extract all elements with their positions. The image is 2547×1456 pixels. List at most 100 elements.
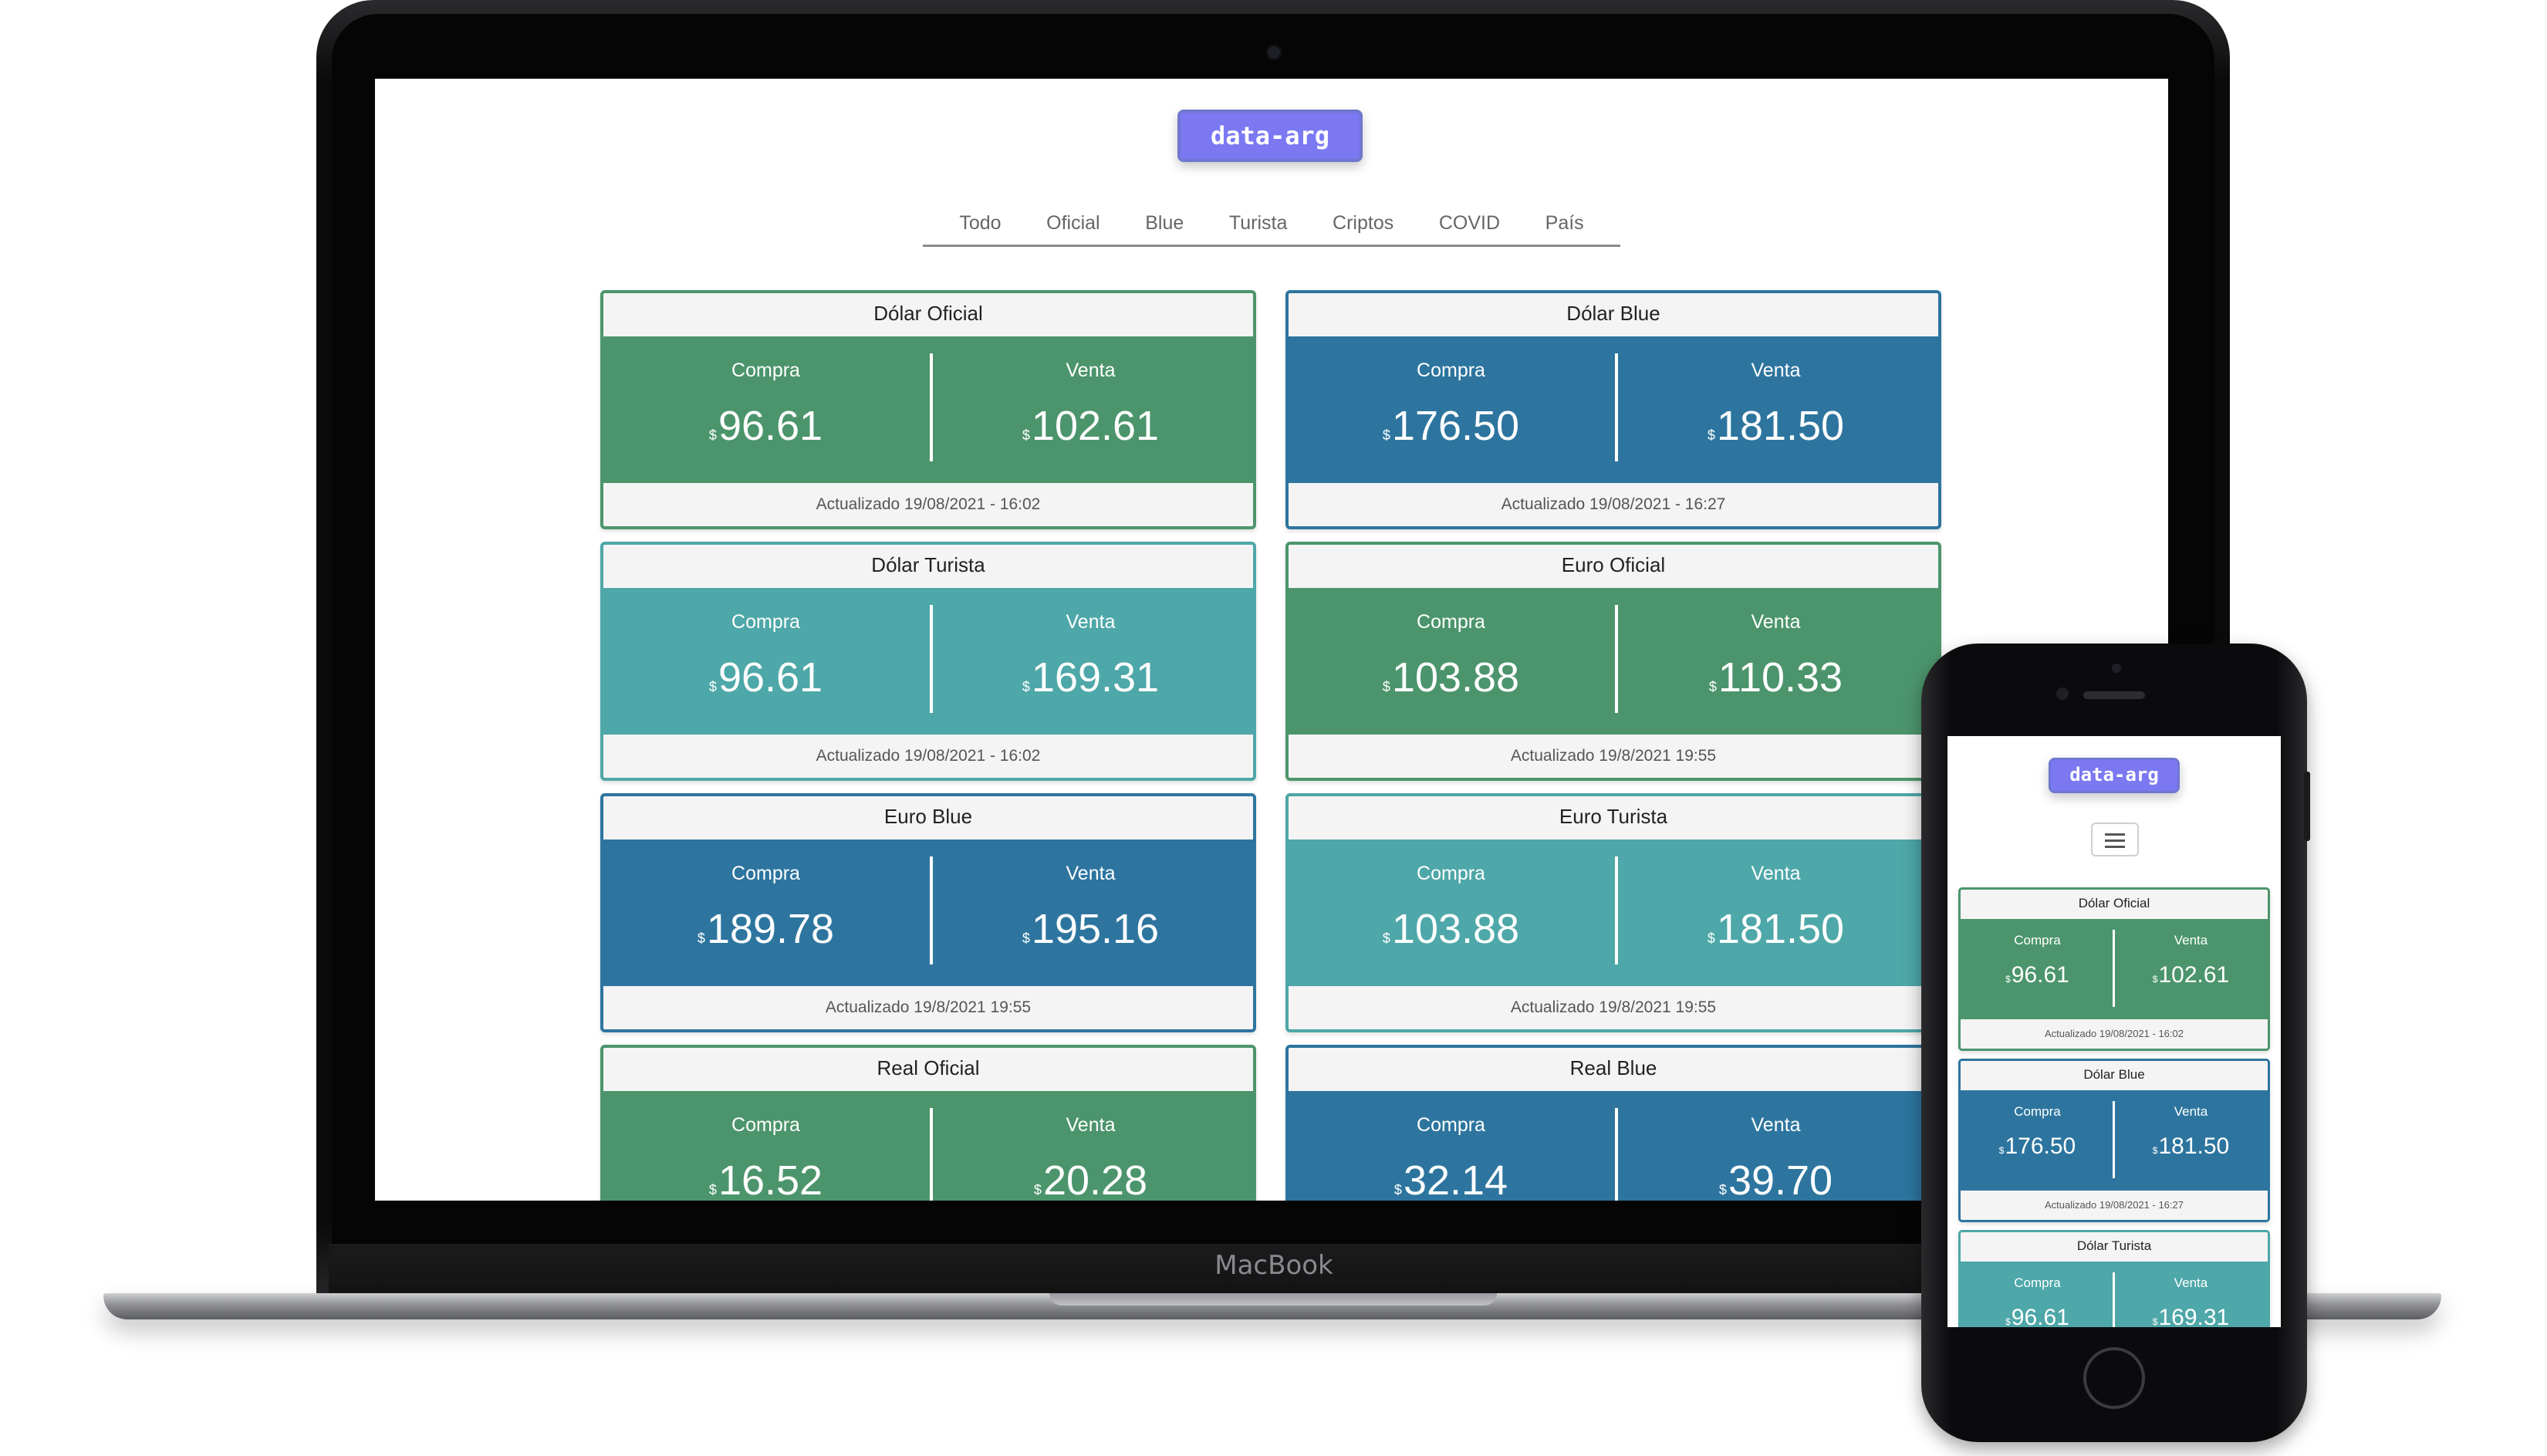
currency-symbol: $ (697, 931, 705, 946)
laptop-brand-label: MacBook (1214, 1250, 1333, 1281)
card-updated: Actualizado 19/08/2021 - 16:02 (816, 747, 1041, 765)
nav-item-covid[interactable]: COVID (1438, 212, 1501, 234)
phone-sensor (2112, 664, 2121, 673)
column-divider (1615, 1108, 1618, 1201)
sell-price: $102.61 (928, 402, 1253, 450)
column-divider (1615, 353, 1618, 461)
currency-symbol: $ (1022, 679, 1030, 694)
card-title: Dólar Oficial (2078, 896, 2150, 910)
phone-speaker (2083, 691, 2145, 699)
card-body: Compra $96.61 Venta $102.61 (603, 336, 1253, 483)
sell-column: Venta $181.50 (1613, 336, 1938, 483)
nav-item-pais[interactable]: País (1545, 212, 1584, 234)
buy-label: Compra (1417, 360, 1485, 381)
nav-item-blue[interactable]: Blue (1145, 212, 1184, 234)
sell-column: Venta $39.70 (1613, 1091, 1938, 1201)
sell-value: 20.28 (1042, 1157, 1148, 1201)
buy-value: 96.61 (2011, 962, 2069, 988)
buy-price: $16.52 (603, 1157, 928, 1201)
buy-label: Compra (2014, 1275, 2061, 1290)
buy-label: Compra (731, 863, 800, 884)
buy-label: Compra (1417, 611, 1485, 633)
column-divider (930, 353, 933, 461)
currency-symbol: $ (1382, 931, 1390, 946)
card-body: Compra $189.78 Venta $195.16 (603, 839, 1253, 986)
card-title: Dólar Blue (2083, 1067, 2145, 1082)
currency-symbol: $ (1707, 427, 1715, 443)
buy-column: Compra $96.61 (603, 336, 928, 483)
buy-column: Compra $96.61 (603, 588, 928, 735)
card-title: Dólar Blue (1566, 302, 1660, 325)
sell-price: $20.28 (928, 1157, 1253, 1201)
sell-price: $181.50 (1613, 905, 1938, 953)
phone-camera-icon (2056, 687, 2069, 700)
rate-card-dolar-oficial-mobile: Dólar Oficial Compra $96.61 Venta $102.6… (1958, 887, 2270, 1051)
nav-item-turista[interactable]: Turista (1228, 212, 1288, 234)
currency-symbol: $ (1998, 1145, 2005, 1156)
sell-value: 110.33 (1718, 654, 1843, 701)
nav-item-criptos[interactable]: Criptos (1333, 212, 1394, 234)
home-button[interactable] (2083, 1347, 2145, 1409)
rate-card-dolar-oficial: Dólar Oficial Compra $96.61 Venta $102.6… (600, 290, 1256, 529)
card-body: Compra $176.50 Venta $181.50 (1961, 1090, 2268, 1191)
buy-label: Compra (1417, 1114, 1485, 1136)
buy-column: Compra $96.61 (1961, 1262, 2114, 1327)
sell-label: Venta (2174, 1275, 2208, 1290)
card-updated: Actualizado 19/8/2021 19:55 (825, 998, 1032, 1016)
site-logo[interactable]: data-arg (1177, 110, 1363, 162)
buy-value: 189.78 (706, 906, 835, 952)
sell-value: 169.31 (2158, 1305, 2230, 1327)
buy-value: 16.52 (718, 1157, 823, 1201)
currency-symbol: $ (708, 1182, 717, 1198)
buy-price: $176.50 (1289, 402, 1613, 450)
currency-symbol: $ (708, 427, 717, 443)
column-divider (1615, 856, 1618, 964)
buy-price: $96.61 (1961, 962, 2114, 988)
card-body: Compra $96.61 Venta $169.31 (603, 588, 1253, 735)
currency-symbol: $ (1707, 931, 1715, 946)
column-divider (2113, 1272, 2115, 1327)
sell-label: Venta (1066, 1114, 1116, 1136)
buy-price: $96.61 (603, 654, 928, 701)
sell-value: 181.50 (2158, 1133, 2230, 1159)
buy-column: Compra $189.78 (603, 839, 928, 986)
card-title: Dólar Turista (871, 553, 985, 576)
rate-card-euro-blue: Euro Blue Compra $189.78 Venta $195.16 A… (600, 793, 1256, 1032)
sell-value: 39.70 (1728, 1157, 1833, 1201)
sell-column: Venta $181.50 (2114, 1090, 2268, 1191)
sell-price: $181.50 (1613, 402, 1938, 450)
buy-column: Compra $176.50 (1289, 336, 1613, 483)
currency-symbol: $ (1382, 679, 1390, 694)
buy-value: 103.88 (1391, 654, 1520, 701)
hamburger-menu-icon[interactable] (2091, 823, 2139, 856)
buy-column: Compra $96.61 (1961, 919, 2114, 1019)
buy-label: Compra (2014, 933, 2061, 948)
column-divider (1615, 605, 1618, 713)
sell-column: Venta $20.28 (928, 1091, 1253, 1201)
sell-label: Venta (2174, 1104, 2208, 1119)
sell-price: $169.31 (928, 654, 1253, 701)
nav-item-todo[interactable]: Todo (959, 212, 1002, 234)
rate-card-dolar-blue: Dólar Blue Compra $176.50 Venta $181.50 … (1285, 290, 1941, 529)
rate-card-euro-turista: Euro Turista Compra $103.88 Venta $181.5… (1285, 793, 1941, 1032)
column-divider (930, 1108, 933, 1201)
nav-item-oficial[interactable]: Oficial (1046, 212, 1100, 234)
card-body: Compra $96.61 Venta $169.31 (1961, 1262, 2268, 1327)
sell-column: Venta $110.33 (1613, 588, 1938, 735)
currency-symbol: $ (1022, 931, 1030, 946)
sell-label: Venta (1751, 863, 1801, 884)
sell-price: $181.50 (2114, 1133, 2268, 1160)
sell-column: Venta $181.50 (1613, 839, 1938, 986)
buy-price: $176.50 (1961, 1133, 2114, 1160)
rate-card-dolar-turista-mobile: Dólar Turista Compra $96.61 Venta $169.3… (1958, 1230, 2270, 1327)
sell-value: 169.31 (1031, 654, 1160, 701)
column-divider (2113, 1101, 2115, 1178)
buy-price: $189.78 (603, 905, 928, 953)
sell-value: 102.61 (2158, 962, 2230, 988)
buy-value: 96.61 (2011, 1305, 2069, 1327)
rate-card-dolar-turista: Dólar Turista Compra $96.61 Venta $169.3… (600, 542, 1256, 781)
buy-label: Compra (1417, 863, 1485, 884)
sell-label: Venta (1751, 611, 1801, 633)
site-logo-mobile[interactable]: data-arg (2049, 758, 2180, 793)
buy-label: Compra (2014, 1104, 2061, 1119)
